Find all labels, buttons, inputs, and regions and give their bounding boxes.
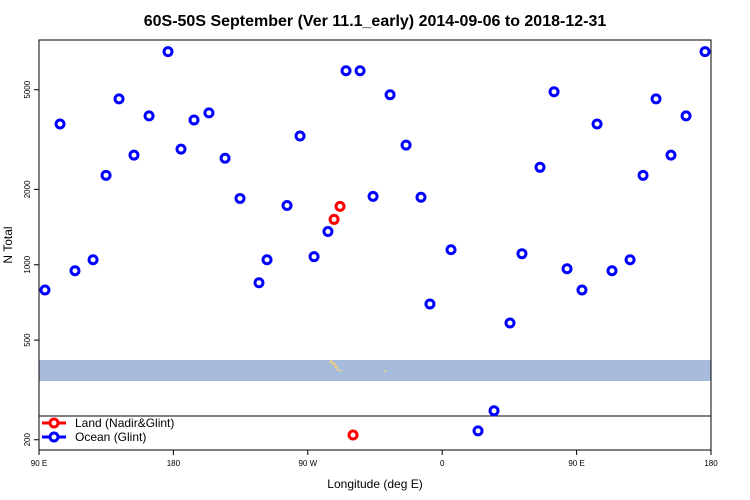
point xyxy=(54,118,66,130)
point xyxy=(39,284,51,296)
point xyxy=(472,425,484,437)
point xyxy=(415,191,427,203)
legend-label: Ocean (Glint) xyxy=(75,430,146,444)
plot-frame xyxy=(38,39,712,451)
point xyxy=(175,143,187,155)
y-tick-label: 500 xyxy=(23,333,32,347)
point xyxy=(281,199,293,211)
y-tick-label: 2000 xyxy=(23,180,32,198)
y-axis-label: N Total xyxy=(1,226,15,263)
point xyxy=(561,263,573,275)
point xyxy=(354,65,366,77)
point xyxy=(606,265,618,277)
x-tick-label: 90 W xyxy=(298,459,317,468)
point xyxy=(445,244,457,256)
legend-label: Land (Nadir&Glint) xyxy=(75,416,174,430)
chart-title: 60S-50S September (Ver 11.1_early) 2014-… xyxy=(144,13,607,30)
x-tick-label: 90 E xyxy=(568,459,584,468)
point xyxy=(488,405,500,417)
y-tick-label: 200 xyxy=(23,433,32,447)
point xyxy=(384,89,396,101)
point xyxy=(516,248,528,260)
point xyxy=(261,254,273,266)
point xyxy=(219,152,231,164)
point xyxy=(162,46,174,58)
map-strip xyxy=(39,360,711,381)
point xyxy=(576,284,588,296)
legend-marker xyxy=(48,417,60,429)
point xyxy=(203,107,215,119)
point xyxy=(637,169,649,181)
x-tick-label: 180 xyxy=(704,459,718,468)
point xyxy=(322,226,334,238)
point xyxy=(548,86,560,98)
point xyxy=(334,200,346,212)
point xyxy=(591,118,603,130)
x-tick-label: 90 E xyxy=(31,459,47,468)
point xyxy=(87,254,99,266)
point xyxy=(69,265,81,277)
point xyxy=(699,46,711,58)
point xyxy=(188,114,200,126)
point xyxy=(234,192,246,204)
point xyxy=(253,277,265,289)
point xyxy=(624,254,636,266)
point xyxy=(128,149,140,161)
point xyxy=(534,161,546,173)
x-tick-label: 0 xyxy=(440,459,445,468)
point xyxy=(143,110,155,122)
point xyxy=(400,139,412,151)
y-tick-label: 1000 xyxy=(23,255,32,273)
x-tick-label: 180 xyxy=(167,459,181,468)
point xyxy=(294,130,306,142)
x-axis-label: Longitude (deg E) xyxy=(327,477,422,491)
point xyxy=(347,429,359,441)
point xyxy=(504,317,516,329)
point xyxy=(100,169,112,181)
point xyxy=(113,93,125,105)
y-tick-label: 5000 xyxy=(23,80,32,98)
point xyxy=(328,213,340,225)
point xyxy=(650,93,662,105)
point xyxy=(424,298,436,310)
point xyxy=(340,65,352,77)
legend-marker xyxy=(48,431,60,443)
point xyxy=(680,110,692,122)
point xyxy=(308,251,320,263)
point xyxy=(665,149,677,161)
point xyxy=(367,190,379,202)
